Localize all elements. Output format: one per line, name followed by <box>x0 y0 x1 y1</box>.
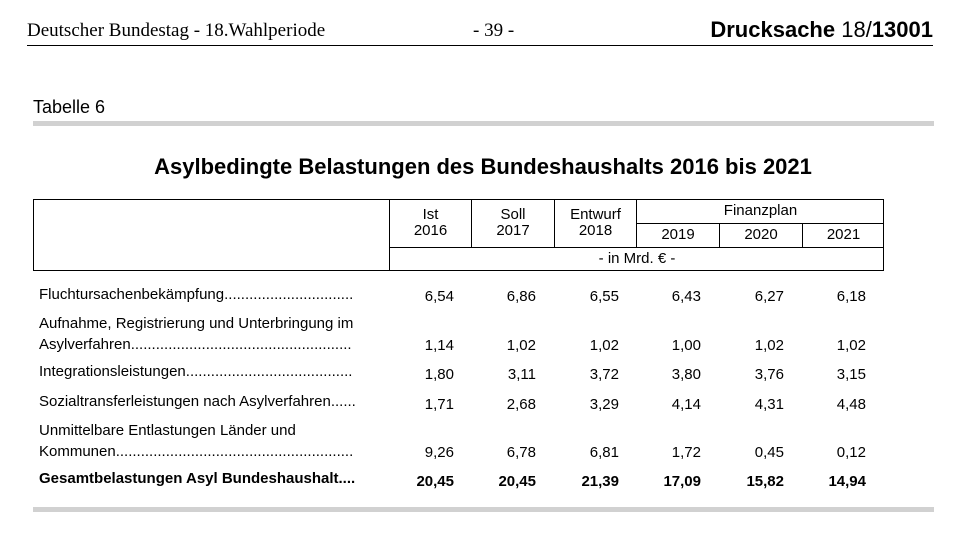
header-divider <box>719 223 720 247</box>
table-cell: 6,78 <box>506 444 536 461</box>
table-cell: 6,81 <box>589 444 619 461</box>
total-label: Gesamtbelastungen Asyl Bundeshaushalt...… <box>39 470 356 487</box>
col-header-2020: 2020 <box>744 226 778 243</box>
header-divider <box>802 223 803 247</box>
table-cell: 4,48 <box>836 396 866 413</box>
table-cell: 2,68 <box>506 396 536 413</box>
total-cell: 20,45 <box>498 473 536 490</box>
col-header-2021: 2021 <box>826 226 861 243</box>
table-cell: 1,72 <box>671 444 701 461</box>
doc-session: 18/ <box>841 17 872 42</box>
header-divider <box>389 199 390 271</box>
table-cell: 3,80 <box>671 366 701 383</box>
table-cell: 1,02 <box>589 337 619 354</box>
bottom-divider <box>33 507 934 512</box>
unit-label: - in Mrd. € - <box>598 250 676 267</box>
col-header-finanzplan: Finanzplan <box>723 202 798 219</box>
total-cell: 15,82 <box>746 473 784 490</box>
row-label: Aufnahme, Registrierung und Unterbringun… <box>39 315 354 353</box>
col-header-soll: Soll 2017 <box>496 206 530 239</box>
table-cell: 3,11 <box>507 366 536 383</box>
table-cell: 9,26 <box>424 444 454 461</box>
table-cell: 1,02 <box>506 337 536 354</box>
table-title: Asylbedingte Belastungen des Bundeshaush… <box>154 154 812 179</box>
row-label: Unmittelbare Entlastungen Länder und Komm… <box>39 422 354 460</box>
table-cell: 4,31 <box>754 396 784 413</box>
table-cell: 1,14 <box>424 337 454 354</box>
table-cell: 6,43 <box>671 288 701 305</box>
total-cell: 17,09 <box>663 473 701 490</box>
table-cell: 1,02 <box>836 337 866 354</box>
total-cell: 21,39 <box>581 473 619 490</box>
table-cell: 4,14 <box>671 396 701 413</box>
table-cell: 0,12 <box>836 444 866 461</box>
page-number: - 39 - <box>473 20 515 41</box>
table-cell: 1,71 <box>424 396 454 413</box>
table-cell: 1,80 <box>424 366 454 383</box>
total-cell: 14,94 <box>828 473 866 490</box>
table-cell: 6,27 <box>754 288 784 305</box>
document-number: Drucksache 18/13001 <box>710 17 933 43</box>
table-cell: 6,54 <box>424 288 454 305</box>
header-divider <box>389 247 884 248</box>
table-cell: 6,55 <box>589 288 619 305</box>
row-label: Integrationsleistungen..................… <box>39 363 353 380</box>
total-cell: 20,45 <box>416 473 454 490</box>
col-header-2019: 2019 <box>661 226 695 243</box>
table-label: Tabelle 6 <box>33 97 106 117</box>
table-cell: 6,86 <box>506 288 536 305</box>
header-rule <box>27 45 933 46</box>
table-cell: 3,29 <box>589 396 619 413</box>
table-cell: 3,72 <box>589 366 619 383</box>
col-header-entwurf: Entwurf 2018 <box>570 206 621 239</box>
table-cell: 6,18 <box>836 288 866 305</box>
table-cell: 1,02 <box>754 337 784 354</box>
table-cell: 3,76 <box>754 366 784 383</box>
header-divider <box>554 199 555 247</box>
row-label: Sozialtransferleistungen nach Asylverfah… <box>39 393 356 410</box>
col-header-ist: Ist 2016 <box>413 206 448 239</box>
doc-number: 13001 <box>871 17 933 42</box>
row-label: Fluchtursachenbekämpfung................… <box>39 286 354 303</box>
table-cell: 1,00 <box>671 337 701 354</box>
header-divider <box>636 223 884 224</box>
table-cell: 3,15 <box>836 366 866 383</box>
table-cell: 0,45 <box>754 444 784 461</box>
doc-prefix: Drucksache <box>710 17 842 42</box>
table-header <box>33 199 884 271</box>
top-divider <box>33 121 934 126</box>
header-left-text: Deutscher Bundestag - 18.Wahlperiode <box>27 20 326 41</box>
header-divider <box>471 199 472 247</box>
